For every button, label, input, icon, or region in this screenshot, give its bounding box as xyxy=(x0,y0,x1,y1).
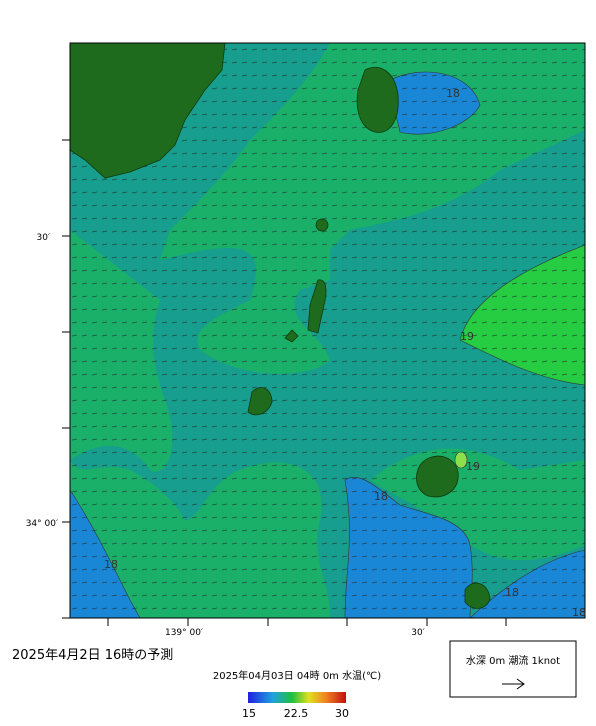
ticks xyxy=(62,139,507,626)
lat-label: 30′ xyxy=(37,233,51,243)
warm-patch xyxy=(454,451,468,469)
island xyxy=(464,582,491,609)
legend-label: 水深 0m 潮流 1knot xyxy=(466,654,560,667)
colorbar-caption: 2025年04月03日 04時 0m 水温(℃) xyxy=(213,669,381,682)
colorbar xyxy=(248,692,346,703)
contour-label: 19 xyxy=(466,460,480,473)
contour-label: 18 xyxy=(505,586,519,599)
contour-label: 18 xyxy=(374,490,388,503)
land xyxy=(70,43,226,179)
title: 2025年4月2日 16時の予測 xyxy=(12,648,173,663)
island xyxy=(356,66,399,133)
contour-label: 18 xyxy=(572,606,586,619)
legend-arrow xyxy=(502,678,525,690)
island xyxy=(416,455,459,498)
contour-label: 18 xyxy=(104,558,118,571)
contour-label: 18 xyxy=(446,87,460,100)
map xyxy=(70,43,585,618)
contour-label: 19 xyxy=(460,330,474,343)
colorbar-label: 30 xyxy=(335,707,349,720)
map-frame xyxy=(69,42,586,619)
colorbar-label: 15 xyxy=(242,707,256,720)
lon-label: 139° 00′ xyxy=(165,628,203,638)
lon-label: 30′ xyxy=(411,628,425,638)
legend-box xyxy=(449,640,577,698)
island xyxy=(315,218,329,232)
colorbar-label: 22.5 xyxy=(284,707,309,720)
lat-label: 34° 00′ xyxy=(26,519,58,529)
island xyxy=(284,329,299,343)
island xyxy=(307,279,327,334)
island xyxy=(247,387,273,416)
